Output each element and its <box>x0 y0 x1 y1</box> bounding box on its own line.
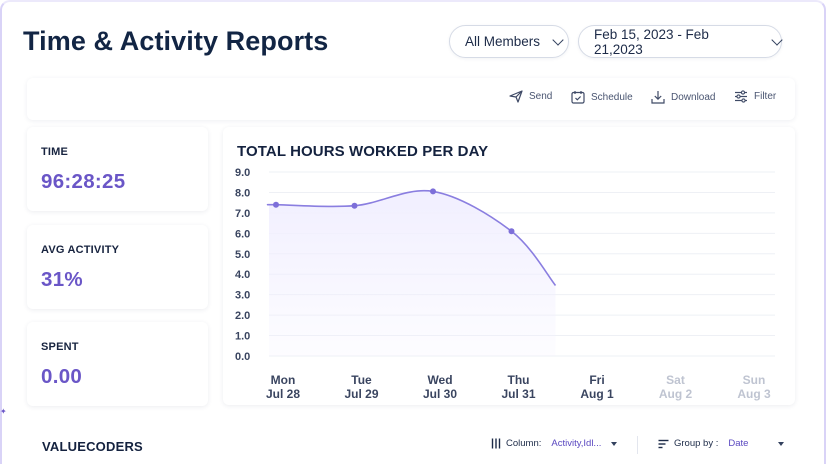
download-icon <box>651 91 665 104</box>
y-tick-label: 9.0 <box>235 167 250 179</box>
y-tick-label: 4.0 <box>235 269 250 281</box>
stat-card-spent: SPENT 0.00 <box>27 322 208 406</box>
y-tick-label: 0.0 <box>235 351 250 363</box>
stat-card-time: TIME 96:28:25 <box>27 127 208 211</box>
chevron-down-icon <box>771 33 783 46</box>
x-tick-day: Tue <box>351 373 372 387</box>
stat-label: AVG ACTIVITY <box>41 244 120 256</box>
x-tick-day: Mon <box>271 373 296 387</box>
stat-label: TIME <box>41 146 69 158</box>
y-tick-label: 6.0 <box>235 228 250 240</box>
edge-marker-icon: ✦ <box>0 407 7 416</box>
x-tick-day: Thu <box>508 373 530 387</box>
x-tick-date: Aug 3 <box>737 387 771 401</box>
sliders-icon <box>735 90 747 103</box>
x-tick-date: Jul 28 <box>266 387 300 401</box>
x-tick-date: Jul 29 <box>344 387 378 401</box>
schedule-button[interactable]: Schedule <box>571 90 633 104</box>
download-label: Download <box>671 91 716 103</box>
y-tick-label: 3.0 <box>235 290 250 302</box>
y-tick-label: 8.0 <box>235 187 250 199</box>
send-button[interactable]: Send <box>509 90 552 103</box>
stat-value: 96:28:25 <box>41 170 126 193</box>
page-title: Time & Activity Reports <box>23 26 329 56</box>
stat-card-avg-activity: AVG ACTIVITY 31% <box>27 225 208 309</box>
column-value: Activity,Idl... <box>551 438 602 449</box>
send-label: Send <box>529 91 553 102</box>
y-tick-label: 1.0 <box>235 331 250 343</box>
data-point <box>273 201 279 208</box>
x-tick-date: Jul 30 <box>423 387 457 401</box>
group-by-label: Group by : <box>674 438 719 449</box>
chevron-down-icon <box>552 33 564 46</box>
y-tick-label: 2.0 <box>235 310 250 322</box>
area-fill <box>267 190 556 356</box>
y-tick-label: 7.0 <box>235 208 250 220</box>
stat-label: SPENT <box>41 341 79 353</box>
data-point <box>430 188 436 195</box>
x-tick-day: Sat <box>666 373 685 387</box>
date-range-dropdown[interactable]: Feb 15, 2023 - Feb 21,2023 <box>578 25 783 58</box>
data-point <box>351 202 358 209</box>
caret-down-icon <box>611 441 618 446</box>
y-tick-label: 5.0 <box>235 249 250 261</box>
x-tick-date: Jul 31 <box>501 387 535 401</box>
schedule-label: Schedule <box>591 91 633 103</box>
x-tick-date: Aug 1 <box>580 387 614 401</box>
report-toolbar: Send Schedule Download Filter <box>27 78 795 120</box>
data-point <box>508 228 515 235</box>
filter-label: Filter <box>754 91 777 102</box>
members-dropdown[interactable]: All Members <box>449 25 569 58</box>
divider <box>637 436 638 454</box>
stat-value: 0.00 <box>41 365 83 388</box>
hours-chart-card: TOTAL HOURS WORKED PER DAY 9.0 8.0 7.0 6.0 5… <box>223 127 795 405</box>
members-dropdown-label: All Members <box>465 34 541 49</box>
x-tick-day: Wed <box>427 373 452 387</box>
column-selector[interactable]: Column: Activity,Idl... <box>491 438 618 449</box>
sort-lines-icon <box>658 439 669 448</box>
download-button[interactable]: Download <box>651 90 715 104</box>
group-by-selector[interactable]: Group by : Date <box>658 438 785 449</box>
section-title: VALUECODERS <box>42 439 143 454</box>
filter-button[interactable]: Filter <box>734 90 776 103</box>
stat-value: 31% <box>41 268 83 291</box>
caret-down-icon <box>778 441 785 446</box>
group-by-value: Date <box>728 438 749 449</box>
calendar-check-icon <box>571 91 585 104</box>
x-tick-day: Fri <box>589 373 604 387</box>
columns-icon <box>491 438 501 449</box>
column-label: Column: <box>506 438 542 449</box>
date-range-label: Feb 15, 2023 - Feb 21,2023 <box>594 26 709 57</box>
chart-title: TOTAL HOURS WORKED PER DAY <box>237 143 489 160</box>
x-tick-day: Sun <box>743 373 766 387</box>
send-icon <box>509 90 523 103</box>
x-tick-date: Aug 2 <box>659 387 693 401</box>
